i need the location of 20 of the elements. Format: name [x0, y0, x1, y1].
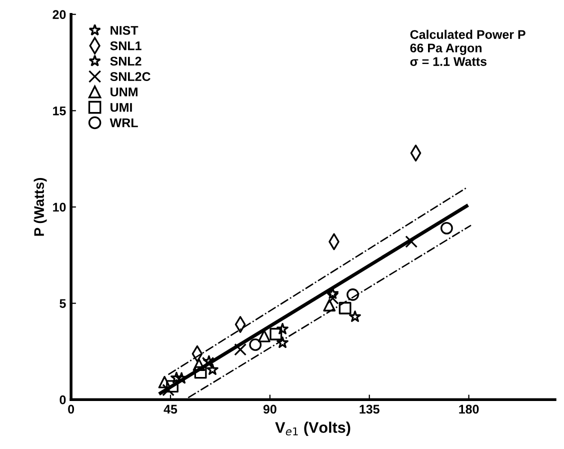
- legend-label: SNL1: [110, 41, 142, 50]
- x-tick-label: 90: [263, 404, 276, 414]
- annotation: Calculated Power P 66 Pa Argon σ = 1.1 Watts: [410, 30, 526, 66]
- y-tick-label: 10: [53, 202, 66, 212]
- legend-label: WRL: [110, 118, 138, 128]
- legend-label: NIST: [110, 26, 138, 35]
- y-tick-label: 20: [52, 10, 66, 20]
- legend-label: UNM: [110, 88, 138, 96]
- x-tick-label: 45: [164, 404, 178, 414]
- y-tick-label: 15: [53, 106, 66, 116]
- x-axis-title: V$_{e1}$ (Volts): [275, 422, 350, 436]
- x-tick-label: 0: [68, 404, 74, 414]
- y-tick-label: 0: [60, 395, 66, 404]
- legend-label: UMI: [110, 103, 132, 112]
- x-tick-label: 135: [360, 404, 380, 414]
- x-tick-label: 180: [459, 404, 479, 414]
- legend-label: SNL2C: [110, 72, 150, 82]
- y-tick-label: 5: [60, 299, 66, 308]
- y-axis-title: P (Watts): [34, 178, 47, 236]
- legend-label: SNL2: [110, 56, 142, 66]
